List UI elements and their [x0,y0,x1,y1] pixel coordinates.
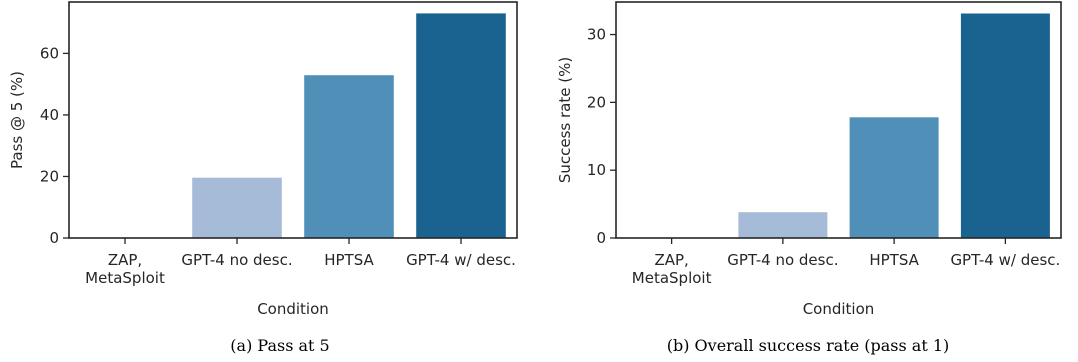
x-tick-label: HPTSA [324,251,374,269]
plot-frame [615,1,1062,239]
bar-2 [192,177,282,238]
x-tick-label: GPT-4 no desc. [727,251,838,269]
y-tick-label: 60 [40,44,59,62]
subfigure-caption: (b) Overall success rate (pass at 1) [667,336,950,355]
subfigure-caption: (a) Pass at 5 [230,336,329,355]
plot-frame [68,1,518,239]
y-tick-label: 20 [40,167,59,185]
y-tick-label: 0 [596,229,606,247]
x-axis-label: Condition [257,300,329,318]
y-tick-label: 10 [587,161,606,179]
bar-3 [849,117,939,238]
y-axis-label: Pass @ 5 (%) [8,71,26,169]
y-tick-label: 40 [40,106,59,124]
y-tick-label: 20 [587,93,606,111]
x-tick-label: HPTSA [869,251,919,269]
y-tick-label: 0 [49,229,59,247]
bar-4 [416,13,506,239]
x-axis-label: Condition [803,300,875,318]
x-tick-label: GPT-4 no desc. [181,251,292,269]
y-axis-label: Success rate (%) [556,57,574,183]
x-tick-label: GPT-4 w/ desc. [950,251,1060,269]
bar-4 [960,13,1050,238]
x-tick-label: ZAP, MetaSploit [632,251,712,287]
chart-2: 0 10 20 30 ZAP, MetaSploit GPT-4 no desc. HPTSA… [556,1,1062,355]
x-tick-label: ZAP, MetaSploit [85,251,165,287]
bar-3 [304,75,394,238]
y-tick-label: 30 [587,26,606,44]
chart-1: 0 20 40 60 ZAP, MetaSploit GPT-4 no desc. HPTSA… [8,1,518,355]
bar-2 [738,212,828,238]
x-tick-label: GPT-4 w/ desc. [406,251,516,269]
